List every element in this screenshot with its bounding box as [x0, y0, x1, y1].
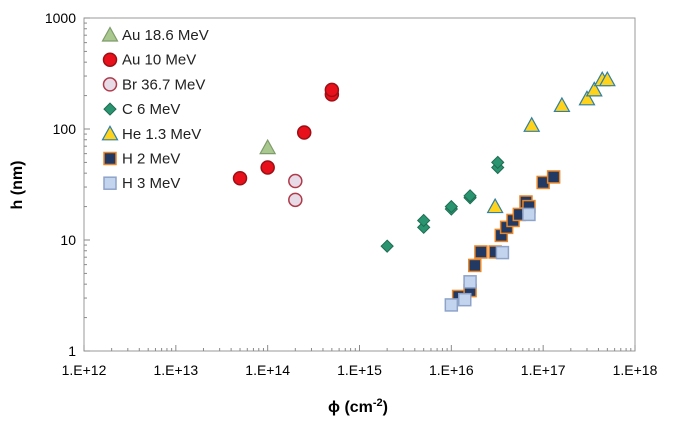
- legend-marker: [103, 151, 117, 166]
- legend-marker: [103, 102, 117, 116]
- data-point: [546, 170, 561, 184]
- legend-label: H 2 MeV: [122, 151, 180, 168]
- x-tick-label: 1.E+16: [429, 362, 474, 378]
- x-tick-label: 1.E+18: [613, 362, 658, 378]
- data-point: [416, 213, 431, 228]
- data-point: [444, 199, 459, 214]
- data-point: [468, 258, 482, 273]
- data-point: [491, 155, 505, 170]
- data-point: [324, 82, 340, 98]
- data-point: [474, 245, 488, 259]
- data-point: [578, 90, 596, 106]
- legend-marker: [102, 52, 118, 67]
- data-point: [522, 207, 536, 222]
- data-point: [523, 116, 541, 132]
- data-point: [458, 292, 472, 307]
- legend-marker: [102, 77, 118, 92]
- data-point: [585, 81, 603, 97]
- data-point: [553, 96, 571, 113]
- x-axis-title-main: ϕ (cm: [328, 399, 373, 416]
- data-point: [444, 298, 459, 312]
- x-tick-label: 1.E+17: [521, 362, 566, 378]
- legend-marker: [101, 26, 119, 42]
- series-he-1-3-mev: [486, 70, 616, 214]
- data-point: [416, 220, 431, 235]
- data-point: [260, 160, 275, 175]
- legend: Au 18.6 MeV Au 10 MeV Br 36.7 MeV C 6 MeV He…: [101, 26, 209, 192]
- data-point: [495, 245, 510, 260]
- legend-label: C 6 MeV: [122, 101, 180, 118]
- data-points: [232, 70, 616, 312]
- x-tick-label: 1.E+14: [245, 362, 290, 378]
- data-point: [598, 70, 616, 87]
- x-axis-title-superscript: -2: [373, 397, 383, 409]
- legend-label: Au 18.6 MeV: [122, 27, 209, 44]
- data-point: [486, 197, 504, 214]
- series-br-36-7-mev: [288, 173, 303, 208]
- data-point: [288, 192, 303, 208]
- data-point: [259, 138, 277, 155]
- data-point: [463, 275, 477, 289]
- x-tick-label: 1.E+12: [62, 362, 107, 378]
- legend-marker: [101, 125, 119, 141]
- y-tick-label: 10: [60, 232, 76, 248]
- x-axis-title-end: ): [383, 399, 388, 416]
- y-tick-label: 1: [68, 343, 76, 359]
- series-au-10-mev: [232, 82, 340, 186]
- y-axis-title: h (nm): [9, 161, 26, 210]
- data-point: [463, 189, 477, 203]
- data-point: [296, 125, 312, 140]
- legend-marker: [103, 176, 117, 190]
- data-point: [288, 173, 303, 189]
- x-axis-title: ϕ (cm-2): [328, 397, 388, 416]
- y-tick-label: 1000: [45, 10, 76, 26]
- legend-label: He 1.3 MeV: [122, 126, 201, 143]
- x-tick-label: 1.E+13: [153, 362, 198, 378]
- y-tick-label: 100: [53, 121, 77, 137]
- series-h-3-mev: [444, 207, 536, 312]
- legend-label: Au 10 MeV: [122, 52, 196, 69]
- series-au-18-6-mev: [259, 138, 277, 155]
- legend-label: Br 36.7 MeV: [122, 76, 205, 93]
- legend-label: H 3 MeV: [122, 175, 180, 192]
- axes: 1.E+12 1.E+13 1.E+14 1.E+15 1.E+16 1.E+17 1.E+…: [45, 10, 658, 378]
- series-c-6-mev: [380, 155, 505, 253]
- data-point: [380, 239, 394, 253]
- data-point: [232, 171, 248, 186]
- x-tick-label: 1.E+15: [337, 362, 382, 378]
